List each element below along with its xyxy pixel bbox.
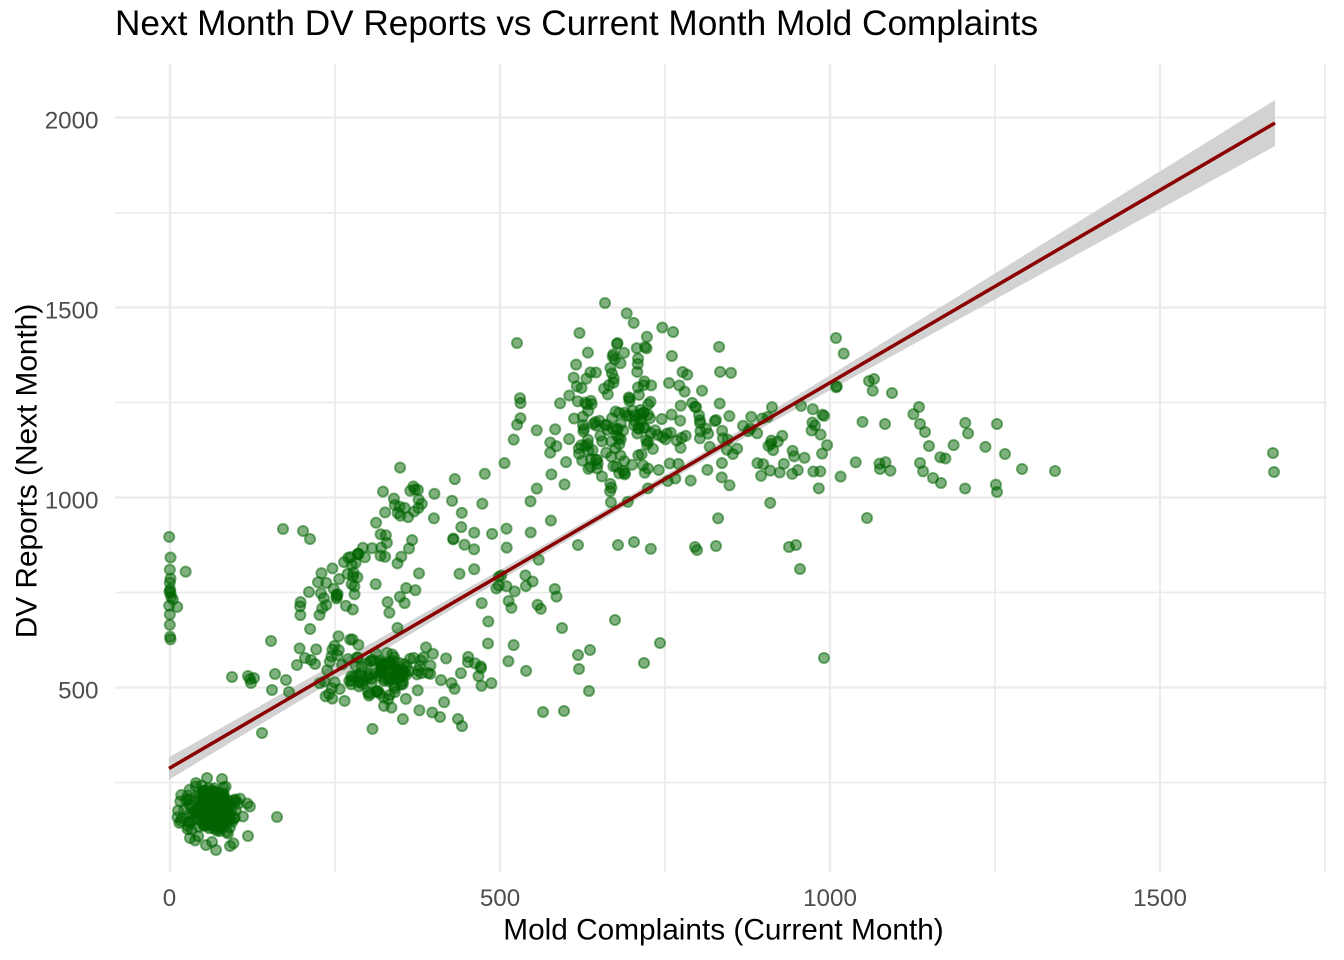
svg-text:1500: 1500 [1133, 885, 1187, 912]
svg-text:1000: 1000 [803, 885, 857, 912]
svg-text:Mold Complaints (Current Month: Mold Complaints (Current Month) [503, 914, 943, 947]
svg-text:Next Month DV Reports vs Curre: Next Month DV Reports vs Current Month M… [115, 4, 1038, 43]
svg-text:2000: 2000 [45, 108, 99, 135]
svg-text:500: 500 [58, 678, 98, 705]
svg-text:1000: 1000 [45, 488, 99, 515]
svg-text:0: 0 [163, 885, 176, 912]
svg-text:DV Reports (Next Month): DV Reports (Next Month) [11, 304, 44, 639]
svg-text:500: 500 [480, 885, 520, 912]
svg-text:1500: 1500 [45, 298, 99, 325]
